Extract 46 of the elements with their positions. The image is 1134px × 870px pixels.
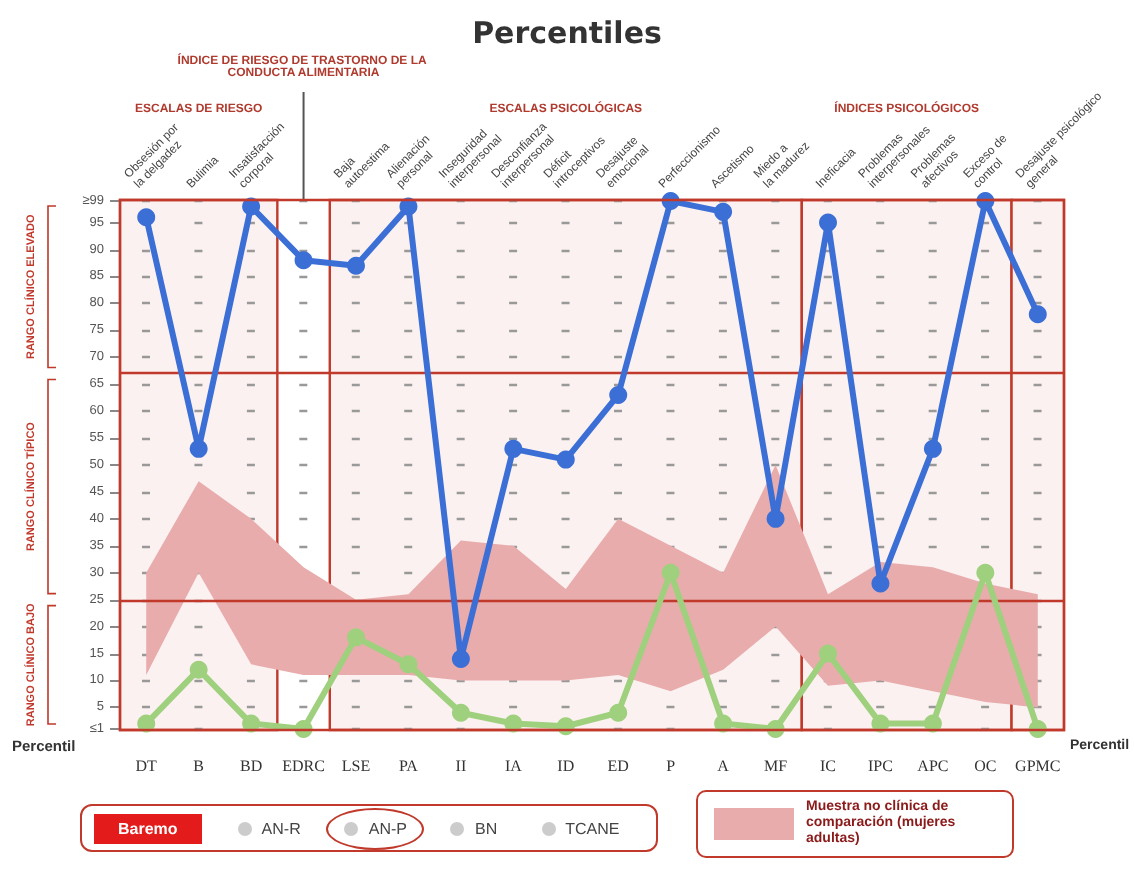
x-tick-label: A <box>717 757 730 775</box>
point <box>556 450 575 469</box>
point <box>714 202 733 221</box>
x-tick-label: B <box>193 757 205 775</box>
point <box>294 251 313 270</box>
x-tick-label: DT <box>135 757 158 775</box>
x-tick-label: BD <box>239 757 263 775</box>
point <box>976 563 995 582</box>
point <box>1028 305 1047 324</box>
point <box>451 649 470 668</box>
point <box>189 439 208 458</box>
x-tick-label: ID <box>557 757 575 775</box>
point <box>399 655 418 674</box>
text: BN <box>474 819 498 837</box>
point <box>923 439 942 458</box>
x-tick-label: ED <box>607 757 630 775</box>
x-tick-label: GPMC <box>1015 757 1061 775</box>
point <box>819 644 837 663</box>
x-tick-label: APC <box>917 757 949 775</box>
point <box>137 208 156 227</box>
point <box>347 628 365 647</box>
point <box>504 439 523 458</box>
x-tick-label: P <box>666 757 677 775</box>
x-tick-label: IC <box>820 757 836 775</box>
text: AN-R <box>261 819 301 837</box>
x-tick-label: PA <box>398 757 419 775</box>
point <box>609 703 628 722</box>
text: Baremo <box>94 813 202 843</box>
x-tick-label: MF <box>763 757 789 775</box>
text: TCANE <box>565 819 620 837</box>
point <box>189 660 208 679</box>
point <box>609 385 628 404</box>
x-tick-label: LSE <box>341 757 371 775</box>
point <box>451 703 470 722</box>
chart-title: Percentiles <box>472 15 662 51</box>
point <box>661 563 680 582</box>
x-tick-label: IPC <box>867 757 893 775</box>
x-tick-label: OC <box>974 757 997 775</box>
point <box>871 574 890 593</box>
x-tick-label: II <box>455 757 467 775</box>
point <box>819 213 837 232</box>
point <box>347 256 365 275</box>
x-tick-label: EDRC <box>282 757 325 775</box>
text: AN-P <box>368 819 407 837</box>
x-tick-label: IA <box>504 757 523 775</box>
point <box>766 509 785 528</box>
